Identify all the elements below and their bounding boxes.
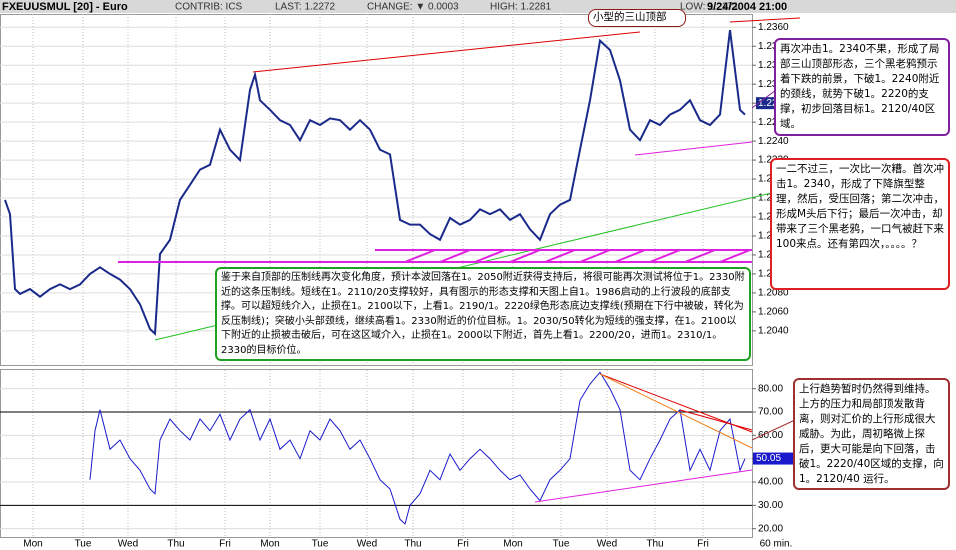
annotation: 再次冲击1。2340不果，形成了局部三山顶部形态，三个黑老鸦预示着下跌的前景，下… <box>774 38 950 136</box>
price-panel <box>0 14 753 366</box>
x-tick-label: Fri <box>697 539 709 550</box>
resistance-line <box>252 31 641 73</box>
y-tick-label: 1.2040 <box>758 325 789 336</box>
y-tick-label: 40.00 <box>758 477 783 488</box>
x-tick-label: Wed <box>118 539 138 550</box>
x-tick-label: Tue <box>75 539 92 550</box>
x-tick-label: Mon <box>23 539 42 550</box>
x-tick-label: Thu <box>167 539 184 550</box>
y-tick-label: 60.00 <box>758 430 783 441</box>
x-tick-label: Mon <box>260 539 279 550</box>
x-tick-label: Thu <box>404 539 421 550</box>
rsi-support <box>534 469 753 503</box>
contrib: CONTRIB: ICS <box>175 2 243 13</box>
neckline <box>634 141 753 156</box>
low: LOW: 1.2271 <box>680 2 739 13</box>
y-tick-label: 1.2300 <box>758 79 789 90</box>
high: HIGH: 1.2281 <box>490 2 552 13</box>
y-tick-label: 1.2320 <box>758 60 789 71</box>
last-value-label: 50.05 <box>756 453 781 464</box>
rsi-resistance <box>679 409 753 431</box>
rsi-resistance <box>599 373 753 449</box>
x-axis-label: 60 min. <box>760 539 793 550</box>
x-tick-label: Mon <box>503 539 522 550</box>
y-tick-label: 1.2280 <box>758 98 789 109</box>
series-line <box>4 29 746 336</box>
band-hatch <box>404 249 751 263</box>
y-tick-label: 20.00 <box>758 523 783 534</box>
annotation: 小型的三山顶部 <box>588 9 686 27</box>
header-bar <box>0 0 956 13</box>
y-tick-label: 1.2340 <box>758 41 789 52</box>
rsi-resistance <box>599 373 753 433</box>
rsi-panel <box>0 369 753 538</box>
y-tick-label: 1.2240 <box>758 136 789 147</box>
x-tick-label: Fri <box>457 539 469 550</box>
y-tick-label: 1.2360 <box>758 22 789 33</box>
x-tick-label: Tue <box>312 539 329 550</box>
x-tick-label: Wed <box>597 539 617 550</box>
trendlines <box>118 17 806 503</box>
change: CHANGE: ▼ 0.0003 <box>367 2 459 13</box>
x-tick-label: Wed <box>357 539 377 550</box>
x-tick-label: Thu <box>646 539 663 550</box>
resistance-line <box>729 17 801 23</box>
y-tick-label: 1.2080 <box>758 288 789 299</box>
last-value-box <box>753 452 793 465</box>
x-tick-label: Tue <box>553 539 570 550</box>
last: LAST: 1.2272 <box>275 2 335 13</box>
pointer <box>751 419 796 441</box>
x-tick-label: Fri <box>219 539 231 550</box>
y-tick-label: 1.2060 <box>758 307 789 318</box>
datetime: 9/24/2004 21:00 <box>707 1 787 13</box>
annotation: 一二不过三，一次比一次糟。首次冲击1。2340，形成了下降旗型整理，然后，受压回… <box>770 158 950 290</box>
y-tick-label: 30.00 <box>758 500 783 511</box>
series-line <box>89 371 746 525</box>
y-tick-label: 1.2260 <box>758 117 789 128</box>
y-tick-label: 70.00 <box>758 407 783 418</box>
y-tick-label: 80.00 <box>758 383 783 394</box>
pointer <box>751 89 777 109</box>
annotation: 上行趋势暂时仍然得到维持。上方的压力和局部顶发散背离，则对汇价的上行形成很大威胁… <box>793 378 950 490</box>
annotation: 鉴于来自顶部的压制线再次变化角度，预计本波回落在1。2050附近获得支持后，将很… <box>215 267 751 361</box>
symbol: FXEUUSMUL [20] - Euro <box>2 1 128 13</box>
